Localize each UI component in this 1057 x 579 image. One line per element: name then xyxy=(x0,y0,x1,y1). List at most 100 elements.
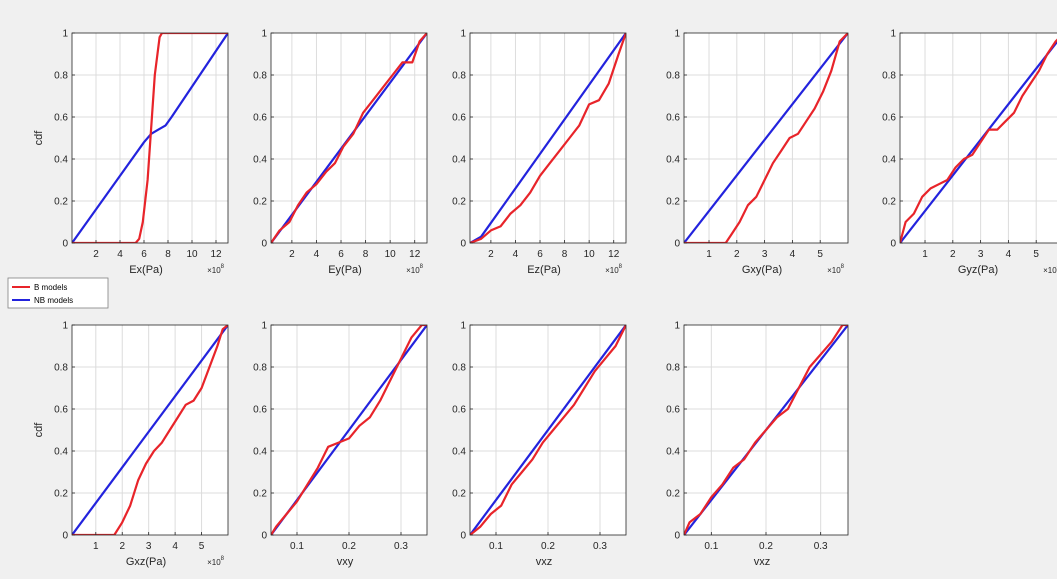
axis-exponent: ×108 xyxy=(207,556,225,567)
y-tick-label: 0 xyxy=(674,239,680,250)
x-tick-label: 3 xyxy=(978,249,984,260)
y-tick-label: 0.8 xyxy=(882,71,896,82)
exponent-power: 8 xyxy=(841,264,845,270)
y-tick-label: 0.8 xyxy=(54,363,68,374)
y-tick-label: 0.2 xyxy=(666,197,680,208)
y-tick-label: 0.6 xyxy=(452,113,466,124)
y-tick-label: 1 xyxy=(674,321,680,332)
x-axis-label: vxz xyxy=(754,556,771,568)
y-tick-label: 1 xyxy=(261,29,267,40)
x-axis-label: Gyz(Pa) xyxy=(958,264,998,276)
y-tick-label: 0.8 xyxy=(54,71,68,82)
x-axis-label: Ey(Pa) xyxy=(328,264,362,276)
y-tick-label: 0 xyxy=(674,531,680,542)
y-axis-label: cdf xyxy=(33,422,45,438)
y-tick-label: 1 xyxy=(261,321,267,332)
y-tick-label: 0.2 xyxy=(54,197,68,208)
y-tick-label: 0.6 xyxy=(54,113,68,124)
x-tick-label: 4 xyxy=(1006,249,1012,260)
x-tick-label: 10 xyxy=(584,249,596,260)
y-tick-label: 1 xyxy=(62,321,68,332)
x-axis-label: vxy xyxy=(337,556,354,568)
x-tick-label: 1 xyxy=(93,541,99,552)
y-tick-label: 0.4 xyxy=(253,155,267,166)
x-tick-label: 0.1 xyxy=(704,541,718,552)
y-tick-label: 0 xyxy=(261,239,267,250)
x-tick-label: 0.3 xyxy=(394,541,408,552)
axis-exponent: ×108 xyxy=(605,264,623,275)
x-tick-label: 0.1 xyxy=(290,541,304,552)
x-tick-label: 8 xyxy=(363,249,369,260)
y-tick-label: 0.4 xyxy=(666,447,680,458)
x-tick-label: 2 xyxy=(734,249,740,260)
x-tick-label: 3 xyxy=(762,249,768,260)
x-tick-label: 2 xyxy=(289,249,295,260)
x-tick-label: 0.2 xyxy=(759,541,773,552)
y-tick-label: 0.2 xyxy=(666,489,680,500)
y-tick-label: 0.6 xyxy=(666,405,680,416)
y-tick-label: 0.8 xyxy=(452,71,466,82)
x-tick-label: 1 xyxy=(706,249,712,260)
y-tick-label: 0.2 xyxy=(253,489,267,500)
axis-exponent: ×108 xyxy=(1043,264,1057,275)
x-tick-label: 2 xyxy=(93,249,99,260)
y-tick-label: 0.4 xyxy=(666,155,680,166)
x-tick-label: 1 xyxy=(922,249,928,260)
x-tick-label: 4 xyxy=(513,249,519,260)
y-tick-label: 0.6 xyxy=(882,113,896,124)
x-tick-label: 3 xyxy=(146,541,152,552)
x-axis-label: vxz xyxy=(536,556,553,568)
x-tick-label: 5 xyxy=(817,249,823,260)
x-axis-label: Ez(Pa) xyxy=(527,264,561,276)
x-tick-label: 12 xyxy=(608,249,620,260)
y-tick-label: 0.6 xyxy=(666,113,680,124)
y-tick-label: 0.4 xyxy=(452,447,466,458)
x-axis-label: Gxz(Pa) xyxy=(126,556,166,568)
x-tick-label: 4 xyxy=(117,249,123,260)
x-axis-label: Ex(Pa) xyxy=(129,264,163,276)
y-tick-label: 0.2 xyxy=(54,489,68,500)
exponent-power: 8 xyxy=(420,264,424,270)
x-tick-label: 6 xyxy=(338,249,344,260)
y-tick-label: 0 xyxy=(62,239,68,250)
y-tick-label: 0.4 xyxy=(882,155,896,166)
x-tick-label: 2 xyxy=(119,541,125,552)
y-tick-label: 1 xyxy=(890,29,896,40)
y-tick-label: 1 xyxy=(62,29,68,40)
y-tick-label: 0.2 xyxy=(452,197,466,208)
x-tick-label: 8 xyxy=(165,249,171,260)
x-tick-label: 4 xyxy=(790,249,796,260)
y-tick-label: 0 xyxy=(460,531,466,542)
axis-exponent: ×108 xyxy=(406,264,424,275)
axis-exponent: ×108 xyxy=(827,264,845,275)
y-tick-label: 0.4 xyxy=(253,447,267,458)
y-tick-label: 0.8 xyxy=(666,71,680,82)
y-tick-label: 0.6 xyxy=(54,405,68,416)
exponent-power: 8 xyxy=(221,556,225,562)
y-tick-label: 0.8 xyxy=(253,71,267,82)
x-tick-label: 10 xyxy=(186,249,198,260)
x-tick-label: 2 xyxy=(488,249,494,260)
x-tick-label: 2 xyxy=(950,249,956,260)
y-tick-label: 0.2 xyxy=(882,197,896,208)
x-tick-label: 10 xyxy=(385,249,397,260)
exponent-power: 8 xyxy=(221,264,225,270)
y-tick-label: 0.6 xyxy=(253,405,267,416)
x-axis-label: Gxy(Pa) xyxy=(742,264,782,276)
x-tick-label: 4 xyxy=(314,249,320,260)
x-tick-label: 6 xyxy=(141,249,147,260)
y-tick-label: 0.2 xyxy=(253,197,267,208)
y-tick-label: 0 xyxy=(62,531,68,542)
y-tick-label: 0.8 xyxy=(253,363,267,374)
y-tick-label: 0.2 xyxy=(452,489,466,500)
x-tick-label: 6 xyxy=(537,249,543,260)
